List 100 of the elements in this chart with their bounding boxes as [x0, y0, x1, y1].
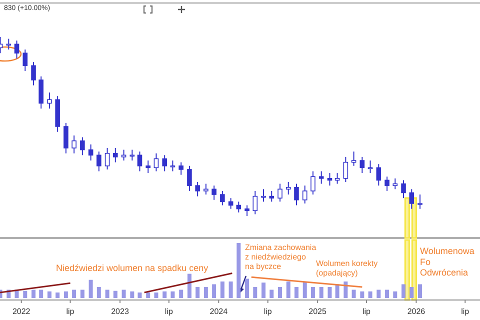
bar	[162, 291, 167, 298]
bar	[56, 292, 60, 298]
bar	[154, 292, 158, 298]
candlestick	[401, 180, 406, 199]
x-tick-label: 2024	[210, 307, 228, 316]
bar	[410, 287, 414, 298]
candlestick	[360, 156, 365, 174]
x-tick-label: 2026	[407, 307, 426, 316]
candlestick	[286, 181, 291, 196]
annotation: Niedźwiedzi wolumen na spadku ceny	[56, 263, 209, 273]
annotation: Wolumenowa Fo Odwrócenia	[420, 246, 474, 278]
candlestick	[80, 136, 85, 156]
candlestick	[351, 151, 356, 166]
candlestick	[418, 194, 422, 210]
bar	[170, 291, 175, 298]
x-tick-label: 2025	[308, 307, 328, 316]
candlestick	[137, 151, 142, 172]
bar	[310, 287, 315, 298]
bar	[72, 290, 76, 298]
bar	[204, 287, 208, 298]
x-tick-label: 2023	[111, 307, 130, 316]
bar	[360, 291, 364, 298]
bar	[278, 287, 282, 298]
bar	[376, 290, 381, 298]
bar	[187, 274, 192, 298]
candlestick	[14, 40, 20, 59]
bar	[130, 291, 134, 298]
candlestick	[327, 172, 332, 186]
candlestick	[318, 170, 324, 184]
bar	[302, 282, 307, 298]
candlestick	[392, 178, 398, 190]
candlestick	[252, 190, 258, 215]
candlestick	[310, 170, 316, 196]
bar	[402, 284, 406, 298]
bar	[286, 282, 290, 298]
candlestick	[220, 190, 225, 206]
candlestick	[376, 164, 382, 186]
bar	[352, 290, 356, 298]
candlestick	[162, 154, 167, 172]
candlestick	[72, 134, 76, 154]
candlestick	[170, 160, 176, 172]
candlestick	[302, 185, 308, 204]
candlestick	[178, 162, 184, 176]
bar	[319, 287, 324, 298]
bar	[294, 287, 298, 298]
bar	[253, 287, 258, 298]
x-tick-label: lip	[461, 307, 470, 316]
x-tick-label: 2022	[12, 307, 31, 316]
bar	[385, 290, 390, 298]
candlestick	[204, 183, 208, 196]
bar	[245, 278, 250, 298]
bar	[23, 290, 28, 298]
bar	[393, 291, 398, 298]
candlestick	[269, 190, 274, 202]
bar	[418, 284, 422, 298]
bar	[138, 292, 142, 298]
bar	[80, 290, 84, 298]
candlestick	[88, 144, 94, 162]
bar	[64, 291, 68, 298]
candlestick	[294, 183, 299, 206]
bar	[328, 287, 332, 298]
x-tick-label: lip	[362, 307, 372, 316]
bar	[236, 243, 241, 298]
bar	[47, 291, 52, 298]
bar	[196, 287, 200, 298]
candlestick	[244, 204, 250, 216]
candlestick	[195, 181, 200, 197]
candlestick	[154, 152, 159, 172]
candlestick	[47, 92, 52, 110]
bar	[228, 282, 233, 298]
candlestick	[343, 156, 348, 182]
bar	[122, 290, 126, 298]
candlestick	[261, 188, 266, 202]
candlestick	[121, 149, 126, 162]
candlestick	[409, 188, 414, 210]
x-tick-label: lip	[66, 307, 75, 316]
candlestick	[104, 147, 110, 170]
candlestick	[22, 49, 28, 72]
candlestick	[212, 185, 216, 200]
bar	[368, 291, 372, 298]
annotation: Zmiana zachowania z niedźwiedziego na byczce	[245, 243, 317, 272]
candlestick	[6, 38, 12, 50]
candlestick	[187, 165, 192, 192]
bar	[32, 290, 36, 298]
bar	[113, 290, 118, 298]
x-tick-label: lip	[164, 307, 174, 316]
bar	[105, 290, 110, 298]
candlestick	[334, 172, 340, 184]
candlestick	[96, 151, 102, 172]
candlestick	[236, 201, 242, 213]
candlestick	[130, 149, 135, 162]
bar	[220, 282, 224, 298]
bar	[146, 292, 150, 298]
candlestick	[38, 76, 44, 110]
candlestick	[278, 183, 282, 202]
candlestick	[113, 147, 118, 163]
bar	[179, 290, 184, 298]
bar	[212, 284, 216, 298]
bar	[262, 282, 266, 298]
bar	[96, 287, 101, 298]
